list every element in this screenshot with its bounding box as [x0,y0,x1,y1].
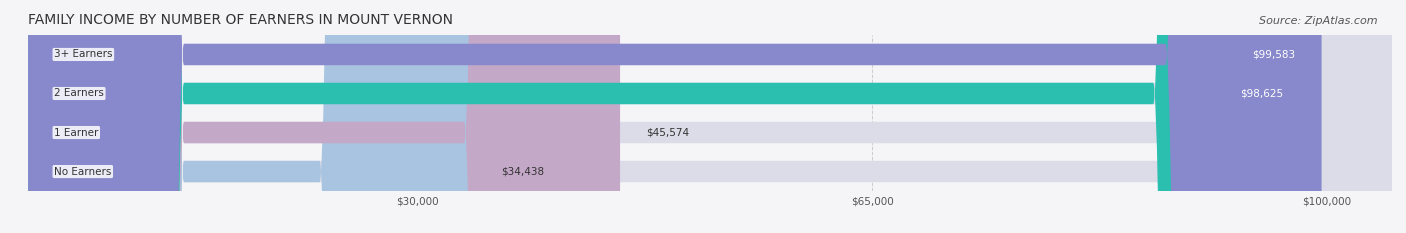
FancyBboxPatch shape [28,0,1322,233]
Text: $99,583: $99,583 [1253,49,1295,59]
FancyBboxPatch shape [28,0,1392,233]
FancyBboxPatch shape [28,0,1309,233]
Text: $98,625: $98,625 [1240,89,1284,99]
FancyBboxPatch shape [28,0,1392,233]
Text: 2 Earners: 2 Earners [53,89,104,99]
Text: FAMILY INCOME BY NUMBER OF EARNERS IN MOUNT VERNON: FAMILY INCOME BY NUMBER OF EARNERS IN MO… [28,13,453,27]
Text: $45,574: $45,574 [645,127,689,137]
Text: 3+ Earners: 3+ Earners [53,49,112,59]
FancyBboxPatch shape [28,0,620,233]
Text: No Earners: No Earners [53,167,111,177]
FancyBboxPatch shape [28,0,1392,233]
FancyBboxPatch shape [28,0,1392,233]
Text: $34,438: $34,438 [502,167,544,177]
FancyBboxPatch shape [28,0,475,233]
Text: Source: ZipAtlas.com: Source: ZipAtlas.com [1260,16,1378,26]
Text: 1 Earner: 1 Earner [53,127,98,137]
